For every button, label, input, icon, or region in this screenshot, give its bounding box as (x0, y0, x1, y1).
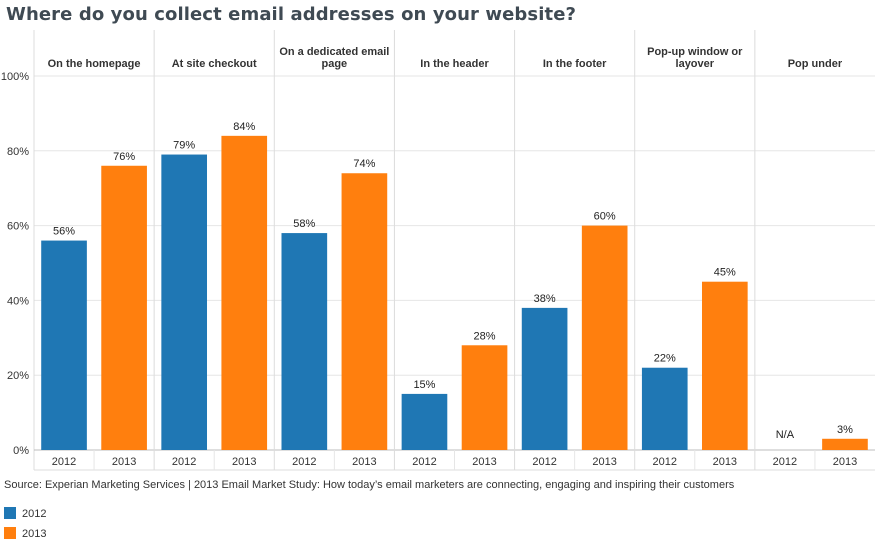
bar-chart: 0% 20% 40% 60% 80% 100% On the homepage 56% 2012… (1, 30, 875, 471)
x-tick-label: 2013 (472, 456, 496, 468)
bar-2012 (41, 240, 87, 450)
y-tick-label: 80% (7, 146, 29, 158)
bar-2012 (521, 307, 568, 450)
bar-2013 (341, 173, 388, 451)
data-label: 74% (353, 158, 375, 170)
category-header: Pop under (788, 58, 843, 70)
category-header: At site checkout (172, 58, 257, 70)
legend-label-2013: 2013 (22, 528, 47, 540)
x-tick-label: 2012 (52, 456, 76, 468)
data-label: 22% (654, 353, 676, 365)
data-label: 79% (173, 140, 195, 152)
category-header: In the footer (543, 58, 607, 70)
data-label: 3% (837, 424, 853, 436)
y-tick-label: 20% (7, 370, 29, 382)
category-header: On the homepage (48, 58, 141, 70)
x-tick-label: 2013 (833, 456, 857, 468)
x-tick-label: 2013 (352, 456, 376, 468)
legend-swatch-2013 (4, 527, 16, 539)
data-label: 15% (413, 379, 435, 391)
data-label: 28% (474, 330, 496, 342)
data-label: 60% (594, 211, 616, 223)
y-tick-label: 100% (1, 71, 29, 83)
x-tick-label: 2013 (232, 456, 256, 468)
data-label: 84% (233, 121, 255, 133)
data-label: 45% (714, 267, 736, 279)
x-tick-label: 2012 (292, 456, 316, 468)
y-tick-label: 0% (13, 445, 29, 457)
bar-2013 (221, 135, 268, 450)
x-tick-label: 2013 (713, 456, 737, 468)
data-label: 38% (534, 293, 556, 305)
legend-swatch-2012 (4, 507, 16, 519)
x-tick-label: 2012 (773, 456, 797, 468)
data-label: 56% (53, 226, 75, 238)
bar-2013 (461, 345, 508, 450)
bar-2013 (581, 225, 628, 450)
data-label: 58% (293, 218, 315, 230)
category-header: page (322, 58, 348, 70)
legend-item-2012[interactable]: 2012 (4, 507, 46, 520)
x-tick-label: 2012 (653, 456, 677, 468)
legend-label-2012: 2012 (22, 508, 47, 520)
bar-2012 (281, 233, 328, 450)
y-tick-label: 40% (7, 295, 29, 307)
category-header: On a dedicated email (279, 46, 389, 58)
data-label: 76% (113, 151, 135, 163)
bar-2013 (101, 165, 147, 450)
x-tick-label: 2013 (112, 456, 136, 468)
x-tick-label: 2012 (172, 456, 196, 468)
chart-title: Where do you collect email addresses on … (6, 4, 577, 25)
y-tick-label: 60% (7, 221, 29, 233)
x-tick-label: 2012 (532, 456, 556, 468)
category-header: layover (676, 58, 715, 70)
bar-2013 (822, 438, 868, 450)
legend-item-2013[interactable]: 2013 (4, 527, 46, 540)
x-tick-label: 2013 (592, 456, 616, 468)
category-header: In the header (420, 58, 489, 70)
x-tick-label: 2012 (412, 456, 436, 468)
category-header: Pop-up window or (647, 46, 743, 58)
bar-2012 (401, 393, 448, 450)
bar-2012 (161, 154, 208, 451)
source-note: Source: Experian Marketing Services | 20… (4, 479, 735, 491)
bar-2012 (641, 367, 688, 450)
data-label-na: N/A (776, 429, 795, 441)
bar-2013 (701, 281, 748, 450)
